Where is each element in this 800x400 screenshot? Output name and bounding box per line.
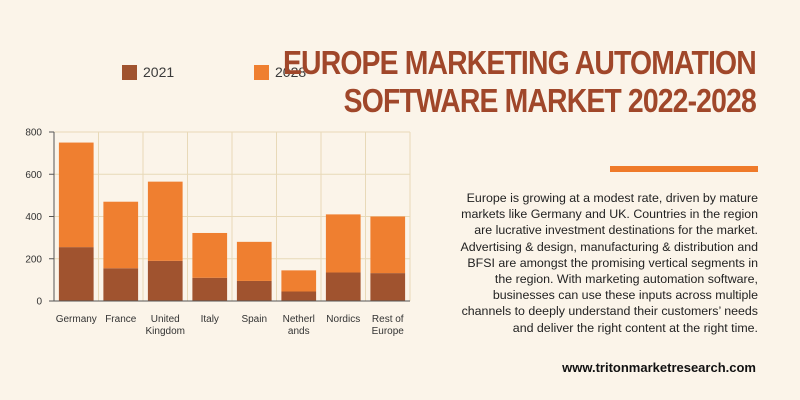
y-tick-label: 0 — [36, 297, 42, 308]
bar-2028 — [103, 201, 139, 269]
x-category-label: Italy — [201, 314, 219, 325]
legend-swatch-2021 — [122, 64, 137, 80]
bar-2028 — [281, 270, 317, 292]
y-tick-label: 400 — [25, 212, 42, 223]
x-category-label: France — [105, 314, 137, 325]
x-category-label: Netherl — [283, 314, 315, 325]
legend-label-2028: 2028 — [275, 64, 307, 80]
bar-2021 — [103, 268, 139, 301]
legend-swatch-2028 — [254, 64, 269, 80]
page-title: EUROPE MARKETING AUTOMATION SOFTWARE MAR… — [283, 44, 757, 120]
x-category-label: Kingdom — [146, 326, 185, 337]
x-category-label: ands — [288, 326, 310, 337]
x-category-label: Europe — [372, 326, 405, 337]
x-category-label: Rest of — [372, 314, 404, 325]
x-category-label: United — [151, 314, 180, 325]
chart-legend: 2021 2028 — [122, 64, 386, 80]
x-category-label: Spain — [241, 314, 267, 325]
bar-2028 — [370, 216, 406, 274]
market-description: Europe is growing at a modest rate, driv… — [460, 191, 758, 335]
title-line-2: SOFTWARE MARKET 2022-2028 — [343, 82, 757, 119]
website-url: www.tritonmarketresearch.com — [562, 360, 756, 375]
bar-2028 — [147, 181, 183, 261]
legend-item-2028: 2028 — [254, 64, 386, 80]
bar-2028 — [58, 142, 94, 248]
x-category-label: Nordics — [326, 314, 360, 325]
bar-2021 — [370, 273, 406, 301]
x-category-label: Germany — [56, 314, 97, 325]
bar-2021 — [147, 260, 183, 301]
y-tick-label: 200 — [25, 254, 42, 265]
bar-2028 — [236, 241, 272, 281]
title-line-1: EUROPE MARKETING AUTOMATION — [283, 44, 757, 81]
legend-label-2021: 2021 — [143, 64, 175, 80]
bar-2021 — [281, 291, 317, 301]
y-tick-label: 800 — [25, 128, 42, 139]
bar-2021 — [58, 247, 94, 301]
legend-item-2021: 2021 — [122, 64, 254, 80]
bar-2021 — [236, 280, 272, 301]
bar-2021 — [192, 277, 228, 301]
y-tick-label: 600 — [25, 170, 42, 181]
bar-2028 — [325, 214, 361, 273]
accent-divider — [610, 166, 758, 172]
bar-2021 — [325, 272, 361, 301]
bar-2028 — [192, 232, 228, 278]
